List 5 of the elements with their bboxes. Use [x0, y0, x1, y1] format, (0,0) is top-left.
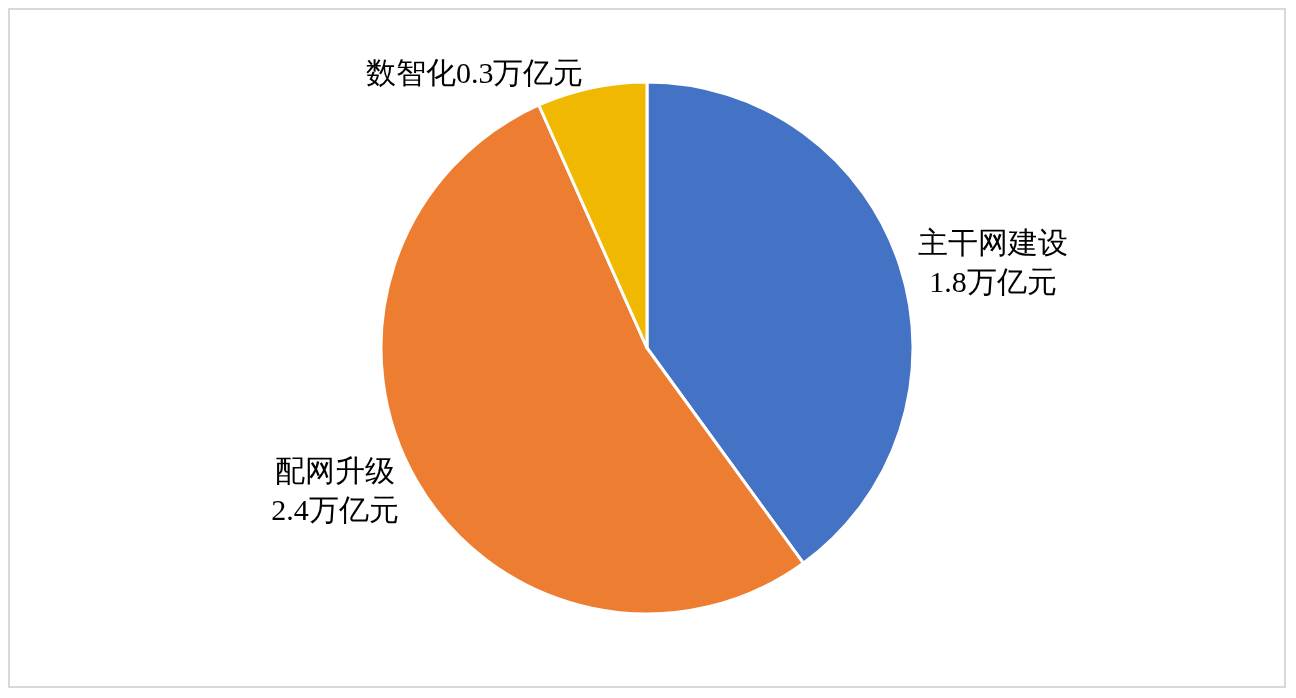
- data-label: 1.8万亿元: [929, 265, 1057, 299]
- slice-label: 数智化0.3万亿元: [365, 55, 584, 89]
- slice-label: 主干网建设: [917, 226, 1068, 260]
- slice-label: 配网升级: [274, 454, 395, 487]
- data-label: 2.4万亿元: [271, 493, 399, 526]
